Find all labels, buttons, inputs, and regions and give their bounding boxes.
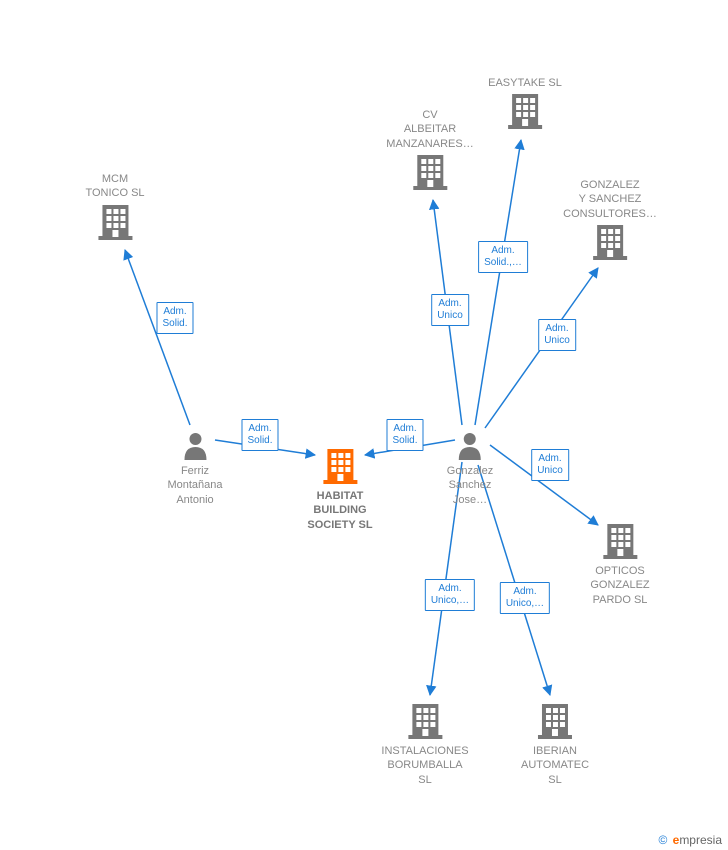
node-easytake[interactable]: EASYTAKE SL — [488, 72, 562, 130]
node-cv[interactable]: CV ALBEITAR MANZANARES… — [386, 104, 473, 191]
node-instal[interactable]: INSTALACIONES BORUMBALLA SL — [381, 700, 468, 787]
edge-label-gonzalez-instal: Adm. Unico,… — [425, 579, 475, 611]
node-opticos-label: OPTICOS GONZALEZ PARDO SL — [590, 564, 649, 607]
edge-label-gonzalez-opticos: Adm. Unico — [531, 449, 569, 481]
edge-label-gonzalez-iberian: Adm. Unico,… — [500, 582, 550, 614]
node-habitat-label: HABITAT BUILDING SOCIETY SL — [307, 489, 372, 532]
node-habitat[interactable]: HABITAT BUILDING SOCIETY SL — [307, 445, 372, 532]
node-easytake-label: EASYTAKE SL — [488, 76, 562, 90]
brand-rest: mpresia — [679, 833, 722, 847]
node-mcm[interactable]: MCM TONICO SL — [85, 168, 144, 241]
edge-gonzalez-easytake — [475, 140, 521, 425]
node-opticos[interactable]: OPTICOS GONZALEZ PARDO SL — [590, 520, 649, 607]
node-gonzalez-label: Gonzalez Sanchez Jose… — [447, 464, 493, 507]
copyright-symbol: © — [658, 833, 667, 847]
node-cv-label: CV ALBEITAR MANZANARES… — [386, 108, 473, 151]
edge-label-ferriz-habitat: Adm. Solid. — [241, 419, 278, 451]
edge-ferriz-mcm — [125, 250, 190, 425]
edge-label-gonzalez-gonzalezsc: Adm. Unico — [538, 319, 576, 351]
edges-layer — [0, 0, 728, 850]
node-ferriz[interactable]: Ferriz Montañana Antonio — [167, 430, 222, 507]
node-gonzalezsc[interactable]: GONZALEZ Y SANCHEZ CONSULTORES… — [563, 174, 657, 261]
node-iberian[interactable]: IBERIAN AUTOMATEC SL — [521, 700, 589, 787]
node-gonzalez[interactable]: Gonzalez Sanchez Jose… — [447, 430, 493, 507]
node-gonzalezsc-label: GONZALEZ Y SANCHEZ CONSULTORES… — [563, 178, 657, 221]
edge-label-gonzalez-cv: Adm. Unico — [431, 294, 469, 326]
node-mcm-label: MCM TONICO SL — [85, 172, 144, 201]
node-ferriz-label: Ferriz Montañana Antonio — [167, 464, 222, 507]
node-instal-label: INSTALACIONES BORUMBALLA SL — [381, 744, 468, 787]
edge-label-ferriz-mcm: Adm. Solid. — [156, 302, 193, 334]
node-iberian-label: IBERIAN AUTOMATEC SL — [521, 744, 589, 787]
credit: © empresia — [658, 833, 722, 847]
edge-label-gonzalez-easytake: Adm. Solid.,… — [478, 241, 528, 273]
edge-label-gonzalez-habitat: Adm. Solid. — [386, 419, 423, 451]
